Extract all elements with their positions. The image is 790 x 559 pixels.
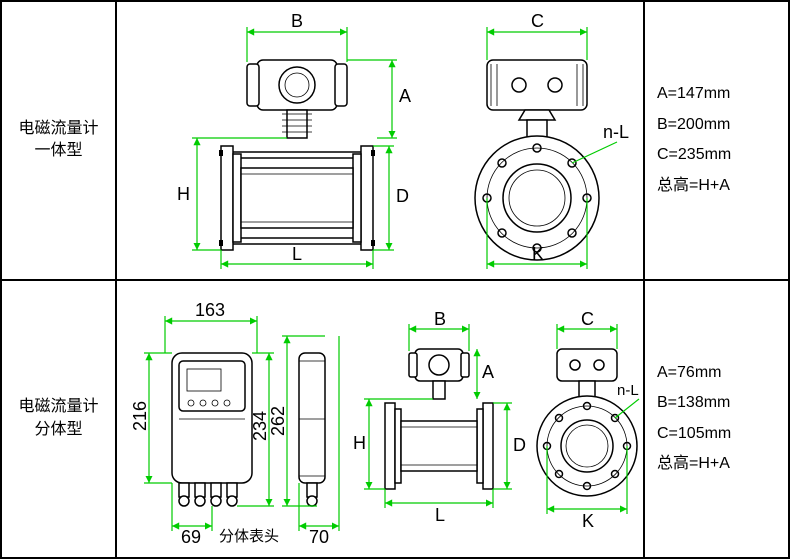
specs-remote: A=76mm B=138mm C=105mm 总高=H+A (645, 281, 788, 558)
dim-H2: H (353, 433, 366, 453)
dim-216: 216 (130, 400, 150, 430)
dim-L2: L (435, 505, 445, 525)
label-line: 一体型 (34, 140, 82, 162)
label-remote: 电磁流量计 分体型 (2, 281, 117, 558)
dim-234: 234 (250, 410, 270, 440)
dim-262: 262 (268, 405, 288, 435)
converter-label: 分体表头 (219, 528, 279, 545)
row-remote: 电磁流量计 分体型 (2, 281, 788, 558)
dim-B2: B (434, 309, 446, 329)
dim-C2: C (581, 309, 594, 329)
spec-line: A=147mm (657, 79, 730, 109)
dim-H: H (177, 184, 190, 204)
dim-D: D (396, 186, 409, 206)
dim-L: L (292, 244, 302, 264)
dim-A2: A (482, 362, 494, 382)
spec-line: B=138mm (657, 388, 730, 418)
specs-integral: A=147mm B=200mm C=235mm 总高=H+A (645, 2, 788, 279)
dim-A: A (399, 86, 411, 106)
dim-K: K (532, 244, 544, 264)
svg-remote: 163 216 234 262 69 (117, 281, 647, 557)
dim-nL: n-L (603, 122, 629, 142)
dim-70: 70 (309, 527, 329, 547)
dimension-table: 电磁流量计 一体型 (0, 0, 790, 559)
spec-line: C=105mm (657, 419, 731, 449)
diagram-integral: B A H D L (117, 2, 645, 279)
svg-integral: B A H D L (117, 2, 647, 278)
spec-line: C=235mm (657, 140, 731, 170)
spec-line: 总高=H+A (657, 171, 730, 201)
diagram-remote: 163 216 234 262 69 (117, 281, 645, 558)
dim-69: 69 (181, 527, 201, 547)
label-integral: 电磁流量计 一体型 (2, 2, 117, 279)
dim-nL2: n-L (617, 382, 639, 399)
row-integral: 电磁流量计 一体型 (2, 2, 788, 281)
spec-line: B=200mm (657, 110, 730, 140)
label-line: 电磁流量计 (18, 118, 98, 140)
dim-K2: K (582, 511, 594, 531)
dim-D2: D (513, 435, 526, 455)
label-line: 分体型 (34, 419, 82, 441)
label-line: 电磁流量计 (18, 396, 98, 418)
spec-line: 总高=H+A (657, 449, 730, 479)
dim-C: C (531, 11, 544, 31)
spec-line: A=76mm (657, 358, 721, 388)
dim-B: B (291, 11, 303, 31)
dim-163: 163 (195, 300, 225, 320)
